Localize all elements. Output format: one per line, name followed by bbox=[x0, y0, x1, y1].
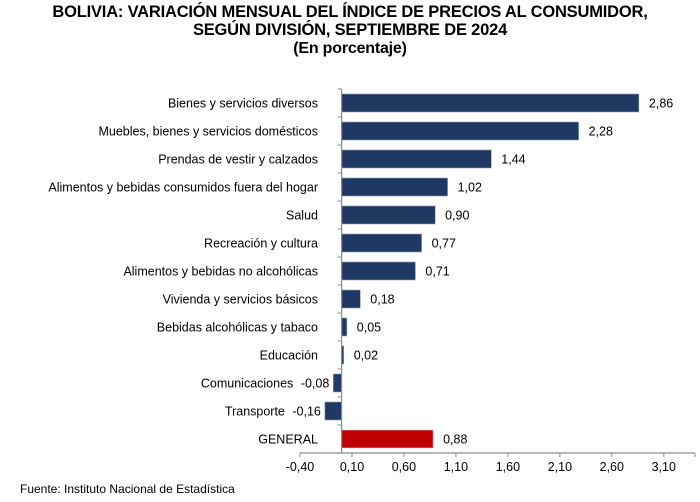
x-tick-label: 2,10 bbox=[548, 460, 572, 474]
data-label: 0,77 bbox=[432, 237, 456, 251]
bar bbox=[341, 429, 434, 449]
category-label: Alimentos y bebidas consumidos fuera del… bbox=[48, 181, 318, 195]
category-label: Transporte bbox=[225, 405, 285, 419]
category-label: Bienes y servicios diversos bbox=[168, 97, 318, 111]
data-label: 0,05 bbox=[357, 321, 381, 335]
category-label: Comunicaciones bbox=[201, 377, 293, 391]
x-tick-label: 0,60 bbox=[392, 460, 416, 474]
x-tick-label: 2,60 bbox=[600, 460, 624, 474]
bar bbox=[332, 373, 342, 393]
data-label: -0,16 bbox=[292, 405, 321, 419]
data-label: 0,88 bbox=[443, 433, 467, 447]
x-tick-label: -0,40 bbox=[286, 460, 315, 474]
category-label: Recreación y cultura bbox=[204, 237, 318, 251]
chart-subtitle: (En porcentaje) bbox=[293, 40, 407, 57]
bar bbox=[341, 177, 448, 197]
category-label: Educación bbox=[260, 349, 318, 363]
x-tick-label: 1,10 bbox=[444, 460, 468, 474]
bar bbox=[341, 121, 579, 141]
data-label: 1,44 bbox=[501, 153, 525, 167]
category-label: Prendas de vestir y calzados bbox=[158, 153, 318, 167]
category-label: Muebles, bienes y servicios domésticos bbox=[98, 125, 318, 139]
data-label: 0,18 bbox=[370, 293, 394, 307]
bar bbox=[341, 317, 348, 337]
data-label: 0,90 bbox=[445, 209, 469, 223]
x-tick-label: 3,10 bbox=[652, 460, 676, 474]
data-label: 0,02 bbox=[354, 349, 378, 363]
x-tick-label: 0,10 bbox=[340, 460, 364, 474]
bar bbox=[341, 261, 416, 281]
category-label: Alimentos y bebidas no alcohólicas bbox=[123, 265, 318, 279]
data-label: 0,71 bbox=[425, 265, 449, 279]
bar bbox=[341, 205, 436, 225]
bar bbox=[341, 233, 422, 253]
chart-title-line-2: SEGÚN DIVISIÓN, SEPTIEMBRE DE 2024 bbox=[192, 21, 508, 39]
data-label: 1,02 bbox=[458, 181, 482, 195]
bar bbox=[324, 401, 342, 421]
data-label: 2,86 bbox=[649, 97, 673, 111]
bar bbox=[341, 93, 640, 113]
category-label: Vivienda y servicios básicos bbox=[163, 293, 318, 307]
data-label: -0,08 bbox=[301, 377, 330, 391]
source-note: Fuente: Instituto Nacional de Estadístic… bbox=[20, 482, 235, 496]
chart-title-line-1: BOLIVIA: VARIACIÓN MENSUAL DEL ÍNDICE DE… bbox=[52, 3, 648, 21]
category-label: Salud bbox=[286, 209, 318, 223]
category-label: GENERAL bbox=[258, 433, 318, 447]
bar bbox=[341, 289, 361, 309]
bar bbox=[341, 149, 492, 169]
x-tick-label: 1,60 bbox=[496, 460, 520, 474]
data-label: 2,28 bbox=[589, 125, 613, 139]
category-label: Bebidas alcohólicas y tabaco bbox=[157, 321, 318, 335]
